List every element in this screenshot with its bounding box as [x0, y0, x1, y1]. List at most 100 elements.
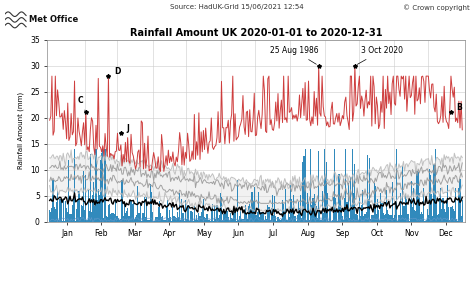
Bar — [76, 209, 77, 222]
Bar — [241, 219, 242, 222]
Bar — [421, 212, 422, 222]
Bar — [143, 213, 144, 222]
Bar — [147, 220, 148, 222]
Bar — [393, 218, 394, 222]
Bar — [442, 198, 444, 222]
Bar — [218, 218, 219, 222]
Bar — [422, 214, 423, 222]
Bar — [169, 210, 170, 222]
Bar — [183, 221, 185, 222]
Bar — [121, 180, 123, 222]
Bar — [370, 219, 371, 222]
Bar — [282, 200, 283, 222]
Bar — [342, 216, 343, 222]
Bar — [217, 204, 218, 222]
Bar — [119, 220, 120, 222]
Bar — [57, 191, 58, 222]
Bar — [197, 220, 198, 222]
Bar — [449, 220, 450, 222]
Bar — [284, 211, 285, 222]
Bar — [349, 218, 350, 222]
Bar — [159, 201, 160, 222]
Bar — [65, 201, 66, 222]
Bar — [318, 151, 319, 222]
Bar — [74, 149, 75, 222]
Bar — [265, 216, 266, 222]
Bar — [257, 212, 258, 222]
Bar — [67, 212, 68, 222]
Bar — [80, 217, 81, 222]
Bar — [203, 199, 204, 222]
Bar — [244, 211, 245, 222]
Bar — [239, 216, 240, 222]
Bar — [266, 219, 267, 222]
Bar — [111, 213, 112, 222]
Bar — [222, 220, 223, 222]
Bar — [271, 208, 272, 222]
Bar — [394, 215, 395, 222]
Bar — [365, 212, 367, 222]
Bar — [423, 188, 424, 222]
Bar — [73, 198, 74, 222]
Bar — [297, 214, 298, 222]
Bar — [445, 212, 446, 222]
Bar — [435, 149, 436, 222]
Bar — [395, 202, 396, 222]
Bar — [251, 192, 253, 222]
Bar — [324, 149, 325, 222]
Bar — [215, 219, 217, 222]
Bar — [198, 213, 200, 222]
Bar — [83, 170, 84, 222]
Bar — [454, 211, 455, 222]
Bar — [439, 200, 440, 222]
Bar — [92, 195, 93, 222]
Bar — [127, 208, 128, 222]
Bar — [332, 220, 333, 222]
Bar — [228, 217, 229, 222]
Bar — [371, 215, 373, 222]
Y-axis label: Rainfall Amount (mm): Rainfall Amount (mm) — [18, 92, 25, 169]
Bar — [272, 195, 273, 222]
Bar — [294, 216, 295, 222]
Bar — [100, 160, 101, 222]
Bar — [319, 211, 320, 222]
Bar — [205, 218, 206, 222]
Bar — [414, 210, 415, 222]
Bar — [194, 206, 195, 222]
Text: 25 Aug 1986: 25 Aug 1986 — [270, 46, 319, 64]
Bar — [142, 213, 143, 222]
Bar — [429, 170, 430, 222]
Bar — [221, 197, 222, 222]
Bar — [136, 215, 137, 222]
Bar — [302, 162, 303, 222]
Bar — [84, 210, 85, 222]
Bar — [301, 218, 302, 222]
Bar — [51, 208, 53, 222]
Bar — [300, 195, 301, 222]
Bar — [263, 213, 264, 222]
Bar — [316, 206, 317, 222]
Bar — [280, 220, 281, 222]
Bar — [345, 149, 346, 222]
Bar — [325, 175, 326, 222]
Bar — [128, 216, 129, 222]
Bar — [275, 216, 276, 222]
Bar — [60, 199, 62, 222]
Bar — [245, 205, 246, 222]
Bar — [459, 179, 461, 222]
Bar — [139, 203, 141, 222]
Bar — [453, 209, 454, 222]
Bar — [68, 160, 70, 222]
Bar — [346, 202, 347, 222]
Bar — [352, 149, 353, 222]
Bar — [93, 182, 94, 222]
Bar — [430, 175, 431, 222]
Bar — [321, 191, 323, 222]
Bar — [253, 201, 254, 222]
Bar — [115, 201, 116, 222]
Bar — [405, 194, 406, 222]
Bar — [353, 193, 354, 222]
Bar — [254, 187, 255, 222]
Bar — [207, 214, 209, 222]
Bar — [413, 188, 414, 222]
